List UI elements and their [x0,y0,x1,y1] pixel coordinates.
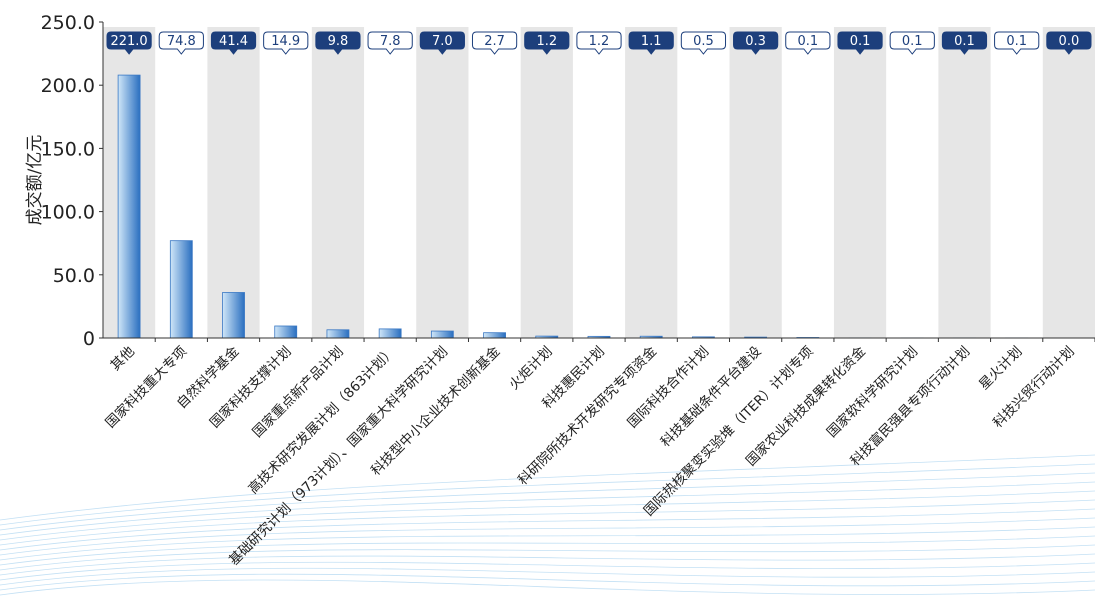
y-tick-label: 200.0 [41,75,95,97]
y-tick-labels: 0 50.0 100.0 150.0 200.0 250.0 [41,12,103,350]
value-badge [524,31,570,55]
value-badge [837,31,883,55]
swoosh-line [0,579,1095,596]
band [1042,27,1095,338]
swoosh-line [0,573,1095,591]
x-tick-label: 其他 [108,344,138,374]
value-label: 9.8 [328,34,349,49]
value-label: 0.1 [954,34,975,49]
value-label: 2.7 [484,34,505,49]
y-tick-label: 150.0 [41,138,95,160]
value-badge [628,31,674,55]
y-tick-label: 100.0 [41,202,95,224]
x-tick-label: 科技基础条件平台建设 [657,343,764,450]
value-label: 0.1 [797,34,818,49]
value-badge [158,31,204,55]
swoosh-line [0,481,1095,536]
band [729,27,782,338]
value-label: 1.2 [589,34,610,49]
bar [430,330,454,339]
value-badge [367,31,413,55]
swoosh-line [0,472,1095,531]
value-label: 0.3 [745,34,766,49]
value-labels: 221.0 74.8 41.4 14.9 9.8 7.8 7.0 2.7 1.2 1.2 1.1 0.… [106,31,1092,55]
swoosh-line [0,499,1095,546]
value-label: 0.0 [1059,34,1080,49]
value-badge [576,31,622,55]
value-label: 74.8 [167,34,196,49]
value-badge [785,31,831,55]
value-label: 7.8 [380,34,401,49]
value-badge [471,31,518,55]
y-tick-label: 0 [83,328,95,350]
value-label: 14.9 [271,34,300,49]
swoosh-line [0,517,1095,556]
swoosh-line [0,526,1095,561]
swoosh-line [0,535,1095,566]
value-label: 0.1 [850,34,871,49]
swoosh-line [0,490,1095,541]
value-badge [315,31,361,55]
x-tick-label: 国家重点新产品计划 [249,343,347,441]
band [833,27,887,338]
value-badge [889,31,935,55]
swoosh-line [0,561,1095,581]
value-badge [941,31,988,55]
value-label: 221.0 [110,34,147,49]
band [416,27,469,338]
swoosh-line [0,454,1095,521]
category-bands [103,27,1095,338]
value-badge [994,31,1040,55]
band [311,27,365,338]
bar [117,74,141,339]
band [625,27,678,338]
value-label: 0.5 [693,34,714,49]
y-tick-label: 250.0 [41,12,95,34]
value-badge [419,31,465,55]
value-badge [263,31,309,55]
swoosh-line [0,544,1095,571]
x-tick-label: 火炬计划 [506,344,555,393]
x-tick-label: 星火计划 [976,344,1025,393]
swoosh-line [0,567,1095,586]
bar [169,240,193,339]
bar [326,329,350,339]
swoosh-line [0,553,1095,576]
value-label: 0.1 [902,34,923,49]
x-tick-label: 国家软科学研究计划 [823,343,921,441]
value-badge [1046,31,1092,55]
bar [222,292,245,339]
bar [378,328,402,339]
value-label: 0.1 [1006,34,1027,49]
swoosh-line [0,508,1095,551]
value-badge [733,31,779,55]
value-badge [106,31,152,55]
value-label: 1.1 [641,34,662,49]
value-label: 1.2 [536,34,557,49]
value-label: 41.4 [219,34,248,49]
bar [483,332,506,339]
band [207,27,260,338]
y-axis-label: 成交额/亿元 [25,135,45,226]
value-badge [210,31,257,55]
axes [102,22,1095,339]
swoosh-line [0,463,1095,526]
value-label: 7.0 [432,34,453,49]
band [938,27,991,338]
y-tick-label: 50.0 [53,265,95,287]
decorative-swoosh-lines [0,454,1095,596]
band [520,27,573,338]
x-tick-labels: 其他国家科技重大专项自然科学基金国家科技支撑计划国家重点新产品计划高技术研究发展… [102,338,1095,569]
bar [274,325,298,339]
value-badge [680,31,727,55]
